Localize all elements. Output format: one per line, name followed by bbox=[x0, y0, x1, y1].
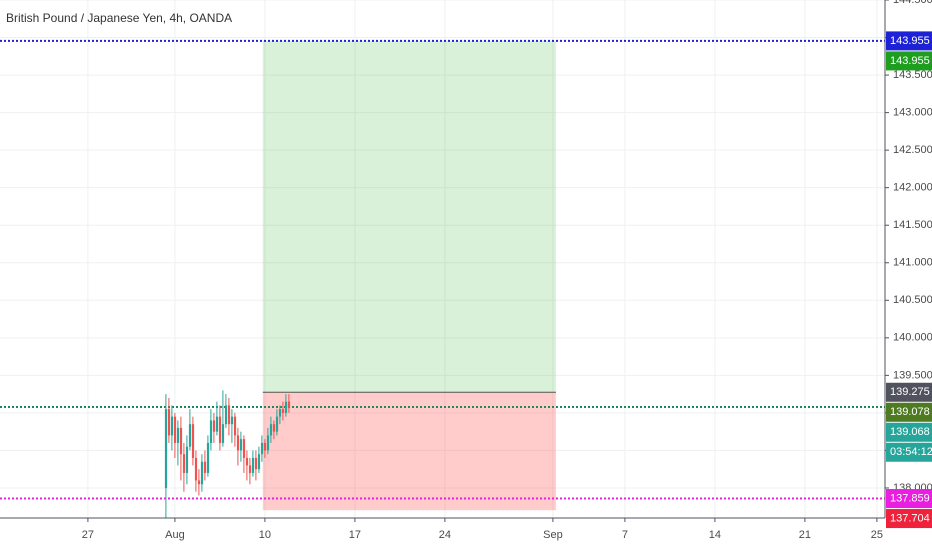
price-tag-label: 139.275 bbox=[890, 386, 930, 398]
x-tick-label: Aug bbox=[165, 529, 185, 541]
y-tick-label: 142.000 bbox=[893, 182, 932, 194]
candle-body bbox=[206, 442, 210, 473]
candle-body bbox=[173, 416, 177, 443]
y-tick-label: 142.500 bbox=[893, 144, 932, 156]
y-tick-label: 141.000 bbox=[893, 257, 932, 269]
candle-body bbox=[170, 416, 174, 436]
candle-body bbox=[215, 416, 219, 432]
price-tag-label: 139.078 bbox=[890, 406, 930, 418]
chart-title: British Pound / Japanese Yen, 4h, OANDA bbox=[6, 11, 232, 25]
price-tag-label: 137.859 bbox=[890, 492, 930, 504]
candle-body bbox=[230, 416, 234, 425]
x-tick-label: Sep bbox=[543, 529, 563, 541]
y-tick-label: 144.500 bbox=[893, 0, 932, 6]
candle-body bbox=[281, 409, 285, 413]
x-tick-label: 21 bbox=[799, 529, 811, 541]
candle-body bbox=[248, 465, 252, 473]
candle-body bbox=[245, 457, 249, 466]
x-tick-label: 25 bbox=[871, 529, 883, 541]
candle-body bbox=[218, 416, 222, 443]
candle-body bbox=[227, 405, 231, 425]
candle-body bbox=[182, 454, 186, 473]
x-tick-label: 7 bbox=[622, 529, 628, 541]
price-tag bbox=[886, 382, 932, 402]
price-tags: 143.955 143.955 139.275 139.078 139.068 03:54… bbox=[886, 31, 932, 529]
candle-body bbox=[194, 457, 198, 481]
candle-body bbox=[239, 439, 243, 451]
candle-body bbox=[179, 427, 183, 455]
candle-body bbox=[266, 435, 270, 451]
x-tick-label: 24 bbox=[439, 529, 451, 541]
price-tag-label: 143.955 bbox=[890, 35, 930, 47]
price-tag bbox=[886, 31, 932, 51]
candle-body bbox=[254, 457, 258, 470]
price-tag-label: 137.704 bbox=[890, 512, 930, 524]
y-tick-label: 140.500 bbox=[893, 294, 932, 306]
price-tag bbox=[886, 402, 932, 422]
y-tick-label: 141.500 bbox=[893, 219, 932, 231]
candle-body bbox=[284, 401, 288, 413]
price-tag-label: 03:54:12 bbox=[890, 446, 932, 458]
y-tick-label: 139.500 bbox=[893, 369, 932, 381]
candle-body bbox=[275, 416, 279, 432]
price-tag bbox=[886, 489, 932, 509]
price-tag bbox=[886, 422, 932, 442]
price-tag bbox=[886, 509, 932, 529]
price-tag-label: 139.068 bbox=[890, 426, 930, 438]
candle-body bbox=[242, 439, 246, 458]
candle-body bbox=[203, 461, 207, 473]
candle-body bbox=[260, 442, 264, 455]
x-tick-label: 10 bbox=[259, 529, 271, 541]
candle-body bbox=[176, 427, 180, 443]
candle-body bbox=[233, 416, 237, 436]
horizontal-lines[interactable] bbox=[0, 39, 885, 500]
candles bbox=[164, 390, 291, 518]
x-tick-label: 14 bbox=[709, 529, 721, 541]
candle-body bbox=[269, 424, 273, 436]
loss-zone bbox=[262, 392, 556, 511]
x-tick-label: 17 bbox=[349, 529, 361, 541]
price-tag bbox=[886, 442, 932, 462]
candle-body bbox=[221, 424, 225, 443]
profit-zone bbox=[262, 40, 556, 393]
position-tool[interactable] bbox=[262, 40, 556, 511]
candle-body bbox=[278, 409, 282, 417]
price-tag bbox=[886, 51, 932, 71]
y-tick-label: 143.500 bbox=[893, 69, 932, 81]
candle-body bbox=[257, 454, 261, 470]
y-tick-label: 140.000 bbox=[893, 332, 932, 344]
x-tick-label: 27 bbox=[82, 529, 94, 541]
candle-body bbox=[224, 405, 228, 425]
candle-body bbox=[191, 424, 195, 458]
candle-body bbox=[164, 409, 168, 488]
grid bbox=[0, 0, 885, 518]
candle-body bbox=[272, 424, 276, 432]
price-tag-label: 143.955 bbox=[890, 55, 930, 67]
candle-body bbox=[236, 435, 240, 451]
candle-body bbox=[209, 420, 213, 443]
candle-body bbox=[188, 424, 192, 447]
candle-body bbox=[167, 409, 171, 436]
candle-body bbox=[200, 461, 204, 485]
candle-body bbox=[197, 480, 201, 485]
y-tick-label: 143.000 bbox=[893, 107, 932, 119]
candle-body bbox=[251, 457, 255, 473]
candle-body bbox=[185, 446, 189, 473]
candle-body bbox=[212, 420, 216, 432]
candle-body bbox=[287, 401, 291, 408]
candle-body bbox=[263, 442, 267, 451]
